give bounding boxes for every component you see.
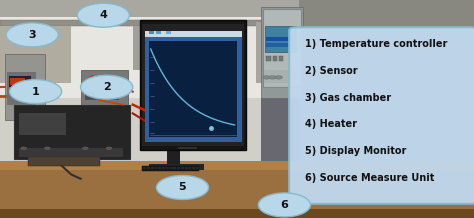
FancyBboxPatch shape <box>170 168 173 169</box>
Text: 1: 1 <box>32 87 39 97</box>
FancyBboxPatch shape <box>279 56 283 61</box>
FancyBboxPatch shape <box>0 20 294 26</box>
FancyBboxPatch shape <box>9 76 31 87</box>
FancyBboxPatch shape <box>185 167 188 168</box>
Text: 3: 3 <box>28 30 36 40</box>
FancyBboxPatch shape <box>142 24 244 146</box>
FancyBboxPatch shape <box>19 113 66 135</box>
Circle shape <box>9 80 62 104</box>
FancyBboxPatch shape <box>19 148 123 157</box>
FancyBboxPatch shape <box>140 20 246 150</box>
Text: 5) Display Monitor: 5) Display Monitor <box>305 146 406 156</box>
Text: 2: 2 <box>103 82 110 92</box>
FancyBboxPatch shape <box>158 168 161 169</box>
FancyBboxPatch shape <box>266 37 292 41</box>
FancyBboxPatch shape <box>166 168 169 169</box>
FancyBboxPatch shape <box>151 168 154 169</box>
Circle shape <box>82 147 88 150</box>
Circle shape <box>45 147 50 150</box>
Text: 4) Heater: 4) Heater <box>305 119 357 129</box>
FancyBboxPatch shape <box>181 167 184 168</box>
FancyBboxPatch shape <box>151 167 154 168</box>
FancyBboxPatch shape <box>173 168 176 169</box>
FancyBboxPatch shape <box>256 22 299 83</box>
Text: 4: 4 <box>100 10 107 20</box>
FancyBboxPatch shape <box>173 167 176 168</box>
FancyBboxPatch shape <box>147 167 150 168</box>
FancyBboxPatch shape <box>181 168 184 169</box>
FancyBboxPatch shape <box>196 168 199 169</box>
FancyBboxPatch shape <box>177 167 180 168</box>
FancyBboxPatch shape <box>0 161 474 170</box>
FancyBboxPatch shape <box>0 0 299 17</box>
FancyBboxPatch shape <box>167 150 180 164</box>
FancyBboxPatch shape <box>189 168 191 169</box>
FancyBboxPatch shape <box>28 157 100 166</box>
FancyBboxPatch shape <box>145 31 242 142</box>
FancyBboxPatch shape <box>266 43 292 47</box>
FancyBboxPatch shape <box>133 26 161 70</box>
FancyBboxPatch shape <box>0 174 474 218</box>
FancyBboxPatch shape <box>155 167 157 168</box>
Circle shape <box>258 193 310 217</box>
FancyBboxPatch shape <box>192 168 195 169</box>
FancyBboxPatch shape <box>145 31 242 37</box>
Circle shape <box>269 76 276 79</box>
FancyBboxPatch shape <box>178 147 197 149</box>
Text: 2) Sensor: 2) Sensor <box>305 66 357 76</box>
FancyBboxPatch shape <box>149 31 154 34</box>
FancyBboxPatch shape <box>143 168 146 169</box>
FancyBboxPatch shape <box>149 41 237 137</box>
FancyBboxPatch shape <box>0 161 474 209</box>
FancyBboxPatch shape <box>0 0 299 218</box>
FancyBboxPatch shape <box>177 168 180 169</box>
FancyBboxPatch shape <box>156 31 161 34</box>
FancyBboxPatch shape <box>264 70 295 83</box>
FancyBboxPatch shape <box>162 167 165 168</box>
Text: 6: 6 <box>281 200 288 210</box>
Circle shape <box>77 3 129 27</box>
FancyBboxPatch shape <box>0 26 71 83</box>
Circle shape <box>275 76 283 79</box>
FancyBboxPatch shape <box>166 167 169 168</box>
Circle shape <box>6 23 58 47</box>
FancyBboxPatch shape <box>265 26 296 52</box>
Text: 1) Temperature controller: 1) Temperature controller <box>305 39 447 49</box>
FancyBboxPatch shape <box>85 83 118 100</box>
Circle shape <box>263 76 270 79</box>
FancyBboxPatch shape <box>166 31 171 34</box>
FancyBboxPatch shape <box>81 70 128 118</box>
FancyBboxPatch shape <box>143 167 146 168</box>
Circle shape <box>106 147 112 150</box>
FancyBboxPatch shape <box>5 54 45 120</box>
FancyBboxPatch shape <box>10 78 25 85</box>
FancyBboxPatch shape <box>261 0 299 218</box>
FancyBboxPatch shape <box>289 27 474 204</box>
FancyBboxPatch shape <box>14 105 130 159</box>
FancyBboxPatch shape <box>162 168 165 169</box>
Text: 6) Source Measure Unit: 6) Source Measure Unit <box>305 173 434 183</box>
FancyBboxPatch shape <box>149 164 204 170</box>
FancyBboxPatch shape <box>0 0 299 98</box>
FancyBboxPatch shape <box>263 9 301 87</box>
FancyBboxPatch shape <box>266 56 271 61</box>
FancyBboxPatch shape <box>185 168 188 169</box>
FancyBboxPatch shape <box>158 167 161 168</box>
FancyBboxPatch shape <box>261 7 303 98</box>
Text: 5: 5 <box>179 182 186 192</box>
FancyBboxPatch shape <box>155 168 157 169</box>
FancyBboxPatch shape <box>170 167 173 168</box>
FancyBboxPatch shape <box>189 167 191 168</box>
FancyBboxPatch shape <box>196 167 199 168</box>
Circle shape <box>156 175 209 199</box>
FancyBboxPatch shape <box>273 56 277 61</box>
FancyBboxPatch shape <box>192 167 195 168</box>
FancyBboxPatch shape <box>142 166 199 171</box>
Text: 3) Gas chamber: 3) Gas chamber <box>305 92 391 102</box>
Circle shape <box>21 147 27 150</box>
Circle shape <box>81 75 133 99</box>
FancyBboxPatch shape <box>7 72 36 105</box>
FancyBboxPatch shape <box>147 168 150 169</box>
